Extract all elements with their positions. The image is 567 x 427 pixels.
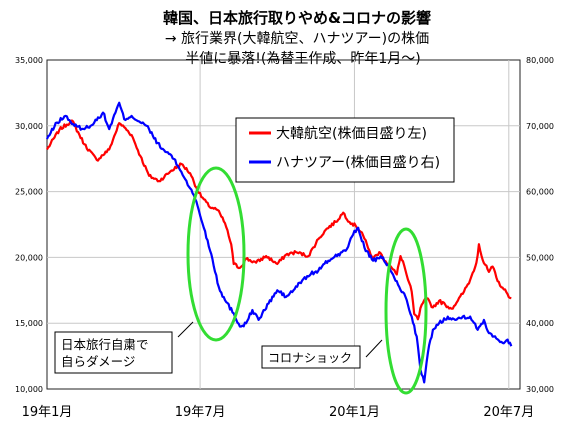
boycott-highlight-ellipse (186, 166, 246, 342)
plot-area-frame (46, 59, 521, 390)
legend-label-hanatour: ハナツアー(株価目盛り右) (276, 155, 440, 171)
axis-ticks: 10,000 30,000 15,000 40,000 20,000 50,000 25,0… (15, 56, 554, 420)
chart-subtitle-2: 半値に暴落!(為替王作成、昨年1月〜) (185, 51, 420, 67)
annotation-japan-boycott: 日本旅行自粛で 自らダメージ (54, 321, 194, 374)
y-left-tick-label: 25,000 (15, 188, 43, 197)
y-left-tick-label: 10,000 (15, 385, 43, 394)
legend-label-korean-air: 大韓航空(株価目盛り左) (276, 126, 427, 142)
annotation-text-boycott-2: 自らダメージ (61, 354, 135, 369)
series-line-korean-air (46, 119, 512, 321)
y-right-tick-label: 60,000 (526, 188, 554, 197)
annotation-leader-boycott (177, 321, 194, 338)
x-tick-label: 20年1月 (329, 405, 380, 420)
annotation-box-boycott (54, 331, 173, 374)
y-right-tick-label: 40,000 (526, 319, 554, 328)
corona-highlight-ellipse (384, 227, 428, 395)
chart-title: 韓国、日本旅行取りやめ&コロナの影響 (163, 9, 431, 27)
y-left-tick-label: 20,000 (15, 253, 43, 262)
x-tick-label: 19年7月 (175, 405, 226, 420)
y-right-tick-label: 30,000 (526, 385, 554, 394)
y-right-tick-label: 50,000 (526, 253, 554, 262)
annotation-text-corona: コロナショック (268, 351, 352, 365)
x-tick-label: 19年1月 (22, 405, 73, 420)
series-line-hanatour (45, 101, 513, 384)
y-right-tick-label: 80,000 (526, 56, 554, 65)
y-left-tick-label: 15,000 (15, 319, 43, 328)
x-tick-label: 20年7月 (483, 405, 534, 420)
legend-box (235, 117, 455, 183)
y-left-tick-label: 30,000 (15, 122, 43, 131)
annotation-box-corona (261, 345, 361, 369)
annotation-leader-corona (365, 339, 383, 358)
data-series (45, 101, 513, 384)
y-right-tick-label: 70,000 (526, 122, 554, 131)
annotation-corona-shock: コロナショック (261, 339, 383, 369)
chart-subtitle-1: → 旅行業界(大韓航空、ハナツアー)の株価 (165, 31, 429, 47)
annotation-text-boycott-1: 日本旅行自粛で (61, 337, 149, 352)
y-left-tick-label: 35,000 (15, 56, 43, 65)
legend: 大韓航空(株価目盛り左) ハナツアー(株価目盛り右) (235, 117, 455, 183)
